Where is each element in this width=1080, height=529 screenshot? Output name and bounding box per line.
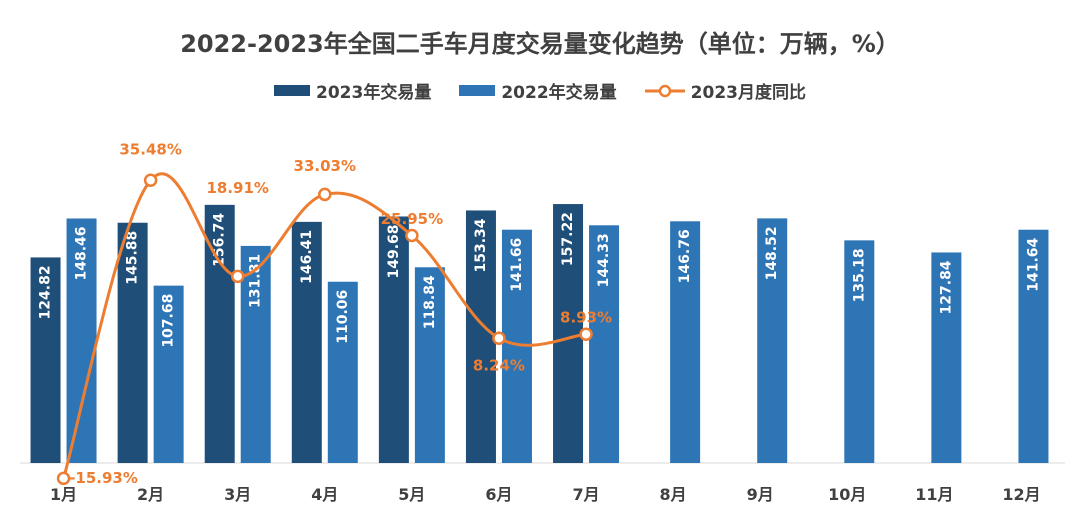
yoy-label-1: -15.93% (69, 469, 138, 487)
bar-2022-9 (757, 218, 788, 463)
x-tick-label-7: 7月 (572, 485, 599, 504)
yoy-label-2: 35.48% (119, 141, 181, 159)
bar-label-2023-1: 124.82 (38, 265, 54, 319)
bar-label-2023-5: 149.68 (386, 224, 402, 278)
bar-2022-5 (414, 267, 445, 463)
bar-2023-1 (30, 257, 61, 463)
bar-label-2022-11: 127.84 (938, 260, 954, 314)
x-tick-label-1: 1月 (50, 485, 77, 504)
yoy-label-3: 18.91% (206, 179, 268, 197)
bar-2022-2 (153, 285, 184, 463)
yoy-point-2 (143, 173, 158, 187)
yoy-point-3 (230, 269, 245, 284)
legend-label-2022-volume: 2022年交易量 (501, 83, 617, 103)
bar-label-2022-10: 135.18 (851, 248, 867, 302)
bar-label-2022-2: 107.68 (161, 294, 177, 348)
chart-title: 2022-2023年全国二手车月度交易量变化趋势（单位：万辆，%） (180, 30, 900, 58)
yoy-point-1 (56, 471, 71, 486)
legend-line-marker-icon (644, 84, 685, 97)
bar-label-2023-3: 156.74 (212, 213, 228, 267)
legend-item-2022-volume: 2022年交易量 (459, 78, 617, 103)
x-tick-label-3: 3月 (224, 485, 251, 504)
x-tick-label-12: 12月 (1002, 485, 1040, 504)
bar-label-2022-12: 141.64 (1025, 237, 1041, 291)
bar-label-2023-7: 157.22 (560, 212, 576, 266)
legend-swatch-2022-volume (459, 85, 496, 96)
legend-label-2023-volume: 2023年交易量 (316, 83, 432, 103)
bar-label-2022-7: 144.33 (596, 233, 612, 287)
yoy-line (62, 172, 587, 479)
bar-label-2022-9: 148.52 (764, 226, 780, 280)
bar-2023-2 (117, 222, 148, 463)
yoy-label-7: 8.93% (560, 309, 612, 327)
bar-2023-4 (291, 221, 322, 463)
yoy-point-7 (579, 327, 593, 341)
bar-2022-8 (670, 221, 701, 463)
x-tick-label-9: 9月 (747, 485, 774, 504)
x-tick-label-11: 11月 (915, 485, 953, 504)
bar-2023-5 (378, 216, 409, 463)
bar-2022-12 (1018, 229, 1049, 463)
x-tick-label-4: 4月 (311, 485, 338, 504)
yoy-point-5 (405, 228, 419, 243)
x-tick-label-8: 8月 (660, 485, 687, 504)
bar-label-2022-3: 131.81 (248, 254, 264, 308)
bar-label-2023-6: 153.34 (473, 218, 489, 272)
bar-2022-1 (66, 218, 97, 463)
legend: 2023年交易量 2022年交易量 2023月度同比 (0, 78, 1080, 103)
bar-2022-4 (327, 281, 358, 463)
legend-label-yoy: 2023月度同比 (690, 83, 806, 103)
yoy-label-4: 33.03% (294, 157, 356, 175)
x-tick-label-6: 6月 (485, 485, 512, 504)
x-tick-label-5: 5月 (398, 485, 425, 504)
legend-item-yoy: 2023月度同比 (644, 78, 806, 103)
bar-2022-7 (589, 225, 620, 463)
yoy-point-6 (492, 331, 506, 345)
bar-label-2022-6: 141.66 (509, 238, 525, 292)
bar-2022-10 (844, 240, 875, 463)
x-tick-label-10: 10月 (828, 485, 866, 504)
bar-label-2022-5: 118.84 (422, 275, 438, 329)
yoy-label-6: 8.24% (473, 357, 525, 375)
bar-2022-11 (931, 252, 962, 463)
bar-label-2022-8: 146.76 (677, 229, 693, 283)
x-tick-label-2: 2月 (137, 485, 164, 504)
bar-2023-6 (465, 210, 496, 463)
legend-swatch-2023-volume (274, 85, 310, 96)
bar-label-2023-4: 146.41 (299, 230, 315, 284)
legend-item-2023-volume: 2023年交易量 (274, 78, 431, 103)
bar-label-2022-4: 110.06 (335, 290, 351, 344)
yoy-point-4 (318, 187, 332, 202)
bar-2022-3 (240, 245, 271, 463)
bar-label-2022-1: 148.46 (74, 226, 90, 280)
bar-2023-7 (553, 204, 584, 463)
bar-label-2023-2: 145.88 (125, 231, 141, 285)
yoy-label-5: 25.95% (381, 210, 443, 228)
